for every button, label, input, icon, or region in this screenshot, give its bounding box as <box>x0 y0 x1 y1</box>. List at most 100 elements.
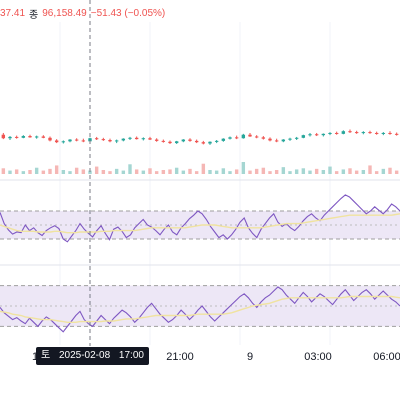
candle-body <box>341 131 346 134</box>
volume-bar <box>128 164 132 174</box>
volume-bar <box>54 165 59 174</box>
oscillator-pane-2 <box>0 285 400 333</box>
oscillator-pane-1 <box>0 194 400 243</box>
volume-bar <box>208 170 212 174</box>
candle-body <box>361 132 366 134</box>
candle-body <box>101 139 106 141</box>
volume-bar <box>361 170 366 174</box>
candle-body <box>88 138 92 142</box>
candle-body <box>94 138 99 140</box>
volume-bar <box>168 169 172 174</box>
candle-body <box>374 132 379 134</box>
volume-bar <box>121 170 126 174</box>
candle-body <box>201 142 206 144</box>
candle-body <box>301 135 306 138</box>
volume-bar <box>94 166 99 174</box>
volume-bar <box>288 171 292 174</box>
volume-bar <box>188 168 192 174</box>
candle-body <box>28 136 32 138</box>
volume-bar <box>21 171 26 174</box>
candle-body <box>41 136 46 138</box>
candle-body <box>214 140 219 142</box>
candle-body <box>48 137 52 141</box>
candle-body <box>334 132 339 134</box>
volume-bar <box>81 169 86 174</box>
volume-bar <box>294 169 299 174</box>
volume-bar <box>381 168 386 174</box>
x-axis-tick-label: 21:00 <box>166 351 194 363</box>
candle-body <box>108 140 112 142</box>
candle-body <box>234 137 239 139</box>
volume-bar <box>354 170 359 174</box>
candle-body <box>74 139 79 141</box>
candle-body <box>121 138 126 141</box>
volume-bar <box>1 168 6 174</box>
candle-body <box>248 134 252 137</box>
volume-bar <box>241 162 246 174</box>
candle-body <box>8 136 12 139</box>
candle-body <box>1 134 6 139</box>
candle-body <box>288 138 292 140</box>
volume-bar <box>88 170 92 174</box>
volume-bar <box>174 167 179 174</box>
candle-body <box>161 140 166 142</box>
volume-bar <box>248 170 252 174</box>
volume-bar <box>388 167 392 174</box>
volume-bar <box>34 167 39 174</box>
volume-bar <box>28 170 32 174</box>
volume-bar <box>328 166 332 174</box>
crosshair-weekday: 토 <box>41 350 51 361</box>
volume-bar <box>348 168 352 174</box>
candle-body <box>168 141 172 144</box>
volume-bars <box>1 162 399 174</box>
x-axis-tick-label: 03:00 <box>304 351 332 363</box>
candle-body <box>228 137 232 139</box>
volume-bar <box>228 171 232 174</box>
volume-bar <box>148 168 152 174</box>
candle-body <box>314 134 319 136</box>
crosshair-date: 2025-02-08 <box>58 350 111 361</box>
volume-bar <box>221 168 226 174</box>
volume-bar <box>14 169 19 174</box>
volume-bar <box>268 171 272 174</box>
volume-bar <box>41 170 46 174</box>
volume-bar <box>108 171 112 174</box>
x-axis-tick-label: 9 <box>247 351 253 363</box>
candle-body <box>328 132 332 134</box>
ohlc-legend: 37.41 종 96,158.49 −51.43 (−0.05%) <box>0 2 169 24</box>
candle-body <box>221 138 226 141</box>
volume-bar <box>141 170 146 174</box>
volume-bar <box>101 170 106 174</box>
volume-bar <box>114 168 119 174</box>
candle-body <box>308 134 312 136</box>
candle-body <box>388 132 392 134</box>
volume-bar <box>74 167 79 174</box>
volume-bar <box>374 171 379 174</box>
candle-body <box>174 141 179 144</box>
volume-bar <box>394 170 399 174</box>
candle-body <box>268 138 272 141</box>
volume-bar <box>48 168 52 174</box>
volume-bar <box>281 167 286 174</box>
candle-body <box>381 132 386 134</box>
candle-body <box>281 139 286 142</box>
time-axis: 1 21:00 9 03:00 06:00 <box>32 351 400 363</box>
candle-body <box>148 138 152 140</box>
x-axis-tick-label: 06:00 <box>373 351 400 363</box>
volume-bar <box>334 171 339 174</box>
oscillator-1-signal-line <box>0 213 400 234</box>
volume-bar <box>8 170 12 174</box>
legend-close-label: 종 <box>29 9 39 21</box>
volume-bar <box>321 170 326 174</box>
oscillator-2-line <box>0 286 400 333</box>
candle-body <box>154 139 159 141</box>
candle-body <box>194 140 199 143</box>
candle-body <box>14 136 19 138</box>
volume-bar <box>61 170 66 174</box>
volume-bar <box>134 169 139 174</box>
candle-body <box>261 137 266 139</box>
candle-body <box>21 136 26 138</box>
candle-body <box>128 137 132 139</box>
